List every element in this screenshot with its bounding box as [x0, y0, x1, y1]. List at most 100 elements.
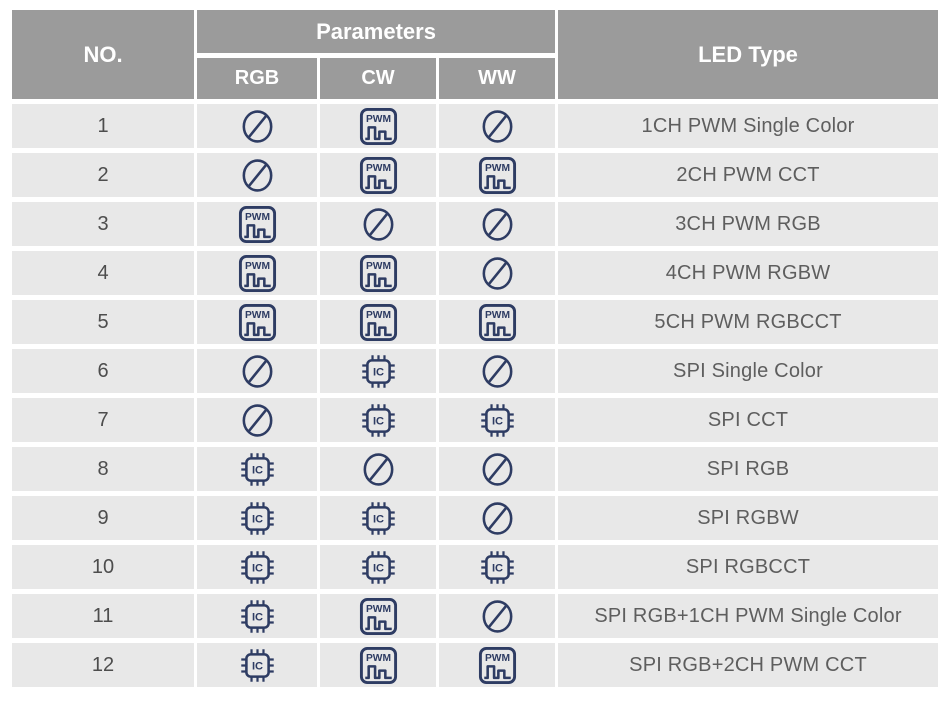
not-supported-icon: [358, 449, 399, 490]
ww-icon-cell: [439, 202, 556, 246]
cw-icon-cell: IC: [320, 398, 436, 442]
cw-icon-cell: IC: [320, 349, 436, 393]
column-header-led-type: LED Type: [558, 10, 939, 99]
not-supported-icon: [237, 400, 278, 441]
ww-icon-cell: PWM: [439, 300, 556, 344]
ic-chip-icon: IC: [358, 547, 399, 588]
rgb-icon-cell: [197, 349, 317, 393]
ic-icon-label: IC: [251, 562, 262, 574]
led-type-spec-page: NO. Parameters LED Type RGB CW WW 1 PWM: [0, 5, 950, 728]
ic-chip-icon: IC: [237, 449, 278, 490]
row-number: 12: [12, 643, 194, 687]
table-row: 3 PWM 3CH PWM RGB: [12, 202, 939, 246]
pwm-icon-label: PWM: [365, 309, 390, 320]
led-type-label: SPI CCT: [558, 398, 939, 442]
led-type-label: 4CH PWM RGBW: [558, 251, 939, 295]
ic-chip-icon: IC: [358, 400, 399, 441]
not-supported-icon: [477, 253, 518, 294]
not-supported-icon: [477, 204, 518, 245]
rgb-icon-cell: IC: [197, 594, 317, 638]
pwm-icon-label: PWM: [484, 652, 509, 663]
ic-chip-icon: IC: [477, 400, 518, 441]
ic-icon-label: IC: [251, 513, 262, 525]
pwm-icon-label: PWM: [244, 260, 269, 271]
pwm-icon: PWM: [358, 645, 399, 686]
ic-chip-icon: IC: [358, 498, 399, 539]
ww-icon-cell: [439, 251, 556, 295]
rgb-icon-cell: PWM: [197, 251, 317, 295]
pwm-icon-label: PWM: [484, 309, 509, 320]
ic-chip-icon: IC: [237, 547, 278, 588]
table-row: 7 IC: [12, 398, 939, 442]
row-number: 2: [12, 153, 194, 197]
rgb-icon-cell: IC: [197, 496, 317, 540]
led-type-label: SPI Single Color: [558, 349, 939, 393]
row-number: 8: [12, 447, 194, 491]
table-row: 12 IC PWM PWM: [12, 643, 939, 687]
not-supported-icon: [358, 204, 399, 245]
ic-icon-label: IC: [372, 562, 383, 574]
pwm-icon: PWM: [477, 645, 518, 686]
table-body: 1 PWM 1CH PWM Single Color 2: [12, 104, 939, 687]
pwm-icon: PWM: [237, 253, 278, 294]
table-row: 10 IC: [12, 545, 939, 589]
pwm-icon-label: PWM: [365, 652, 390, 663]
pwm-icon-label: PWM: [244, 309, 269, 320]
ic-icon-label: IC: [372, 513, 383, 525]
pwm-icon: PWM: [358, 155, 399, 196]
pwm-icon: PWM: [477, 155, 518, 196]
led-type-label: SPI RGB+1CH PWM Single Color: [558, 594, 939, 638]
ww-icon-cell: [439, 104, 556, 148]
table-row: 6 IC SPI: [12, 349, 939, 393]
table-row: 9 IC I: [12, 496, 939, 540]
cw-icon-cell: [320, 447, 436, 491]
led-type-label: SPI RGB: [558, 447, 939, 491]
table-row: 11 IC PWM: [12, 594, 939, 638]
ic-icon-label: IC: [372, 415, 383, 427]
cw-icon-cell: [320, 202, 436, 246]
cw-icon-cell: IC: [320, 545, 436, 589]
ww-icon-cell: [439, 594, 556, 638]
row-number: 1: [12, 104, 194, 148]
led-type-table: NO. Parameters LED Type RGB CW WW 1 PWM: [9, 5, 941, 692]
rgb-icon-cell: [197, 398, 317, 442]
rgb-icon-cell: [197, 153, 317, 197]
led-type-label: 3CH PWM RGB: [558, 202, 939, 246]
column-header-ww: WW: [439, 58, 556, 99]
rgb-icon-cell: IC: [197, 545, 317, 589]
cw-icon-cell: PWM: [320, 643, 436, 687]
not-supported-icon: [477, 498, 518, 539]
led-type-label: 5CH PWM RGBCCT: [558, 300, 939, 344]
pwm-icon: PWM: [237, 204, 278, 245]
led-type-label: 2CH PWM CCT: [558, 153, 939, 197]
table-row: 5 PWM PWM PWM 5CH PWM RGBCCT: [12, 300, 939, 344]
not-supported-icon: [237, 106, 278, 147]
pwm-icon-label: PWM: [365, 603, 390, 614]
ic-icon-label: IC: [372, 366, 383, 378]
led-type-label: SPI RGBCCT: [558, 545, 939, 589]
pwm-icon: PWM: [358, 253, 399, 294]
not-supported-icon: [237, 351, 278, 392]
not-supported-icon: [477, 106, 518, 147]
table-row: 8 IC SPI: [12, 447, 939, 491]
ww-icon-cell: [439, 349, 556, 393]
ic-icon-label: IC: [491, 415, 502, 427]
row-number: 11: [12, 594, 194, 638]
ww-icon-cell: [439, 496, 556, 540]
rgb-icon-cell: [197, 104, 317, 148]
cw-icon-cell: PWM: [320, 300, 436, 344]
column-header-cw: CW: [320, 58, 436, 99]
ic-chip-icon: IC: [237, 645, 278, 686]
rgb-icon-cell: IC: [197, 447, 317, 491]
row-number: 3: [12, 202, 194, 246]
led-type-label: SPI RGBW: [558, 496, 939, 540]
cw-icon-cell: PWM: [320, 251, 436, 295]
rgb-icon-cell: PWM: [197, 300, 317, 344]
ic-icon-label: IC: [251, 464, 262, 476]
table-row: 1 PWM 1CH PWM Single Color: [12, 104, 939, 148]
pwm-icon-label: PWM: [244, 211, 269, 222]
ic-chip-icon: IC: [477, 547, 518, 588]
pwm-icon: PWM: [358, 302, 399, 343]
ic-icon-label: IC: [491, 562, 502, 574]
ww-icon-cell: IC: [439, 545, 556, 589]
